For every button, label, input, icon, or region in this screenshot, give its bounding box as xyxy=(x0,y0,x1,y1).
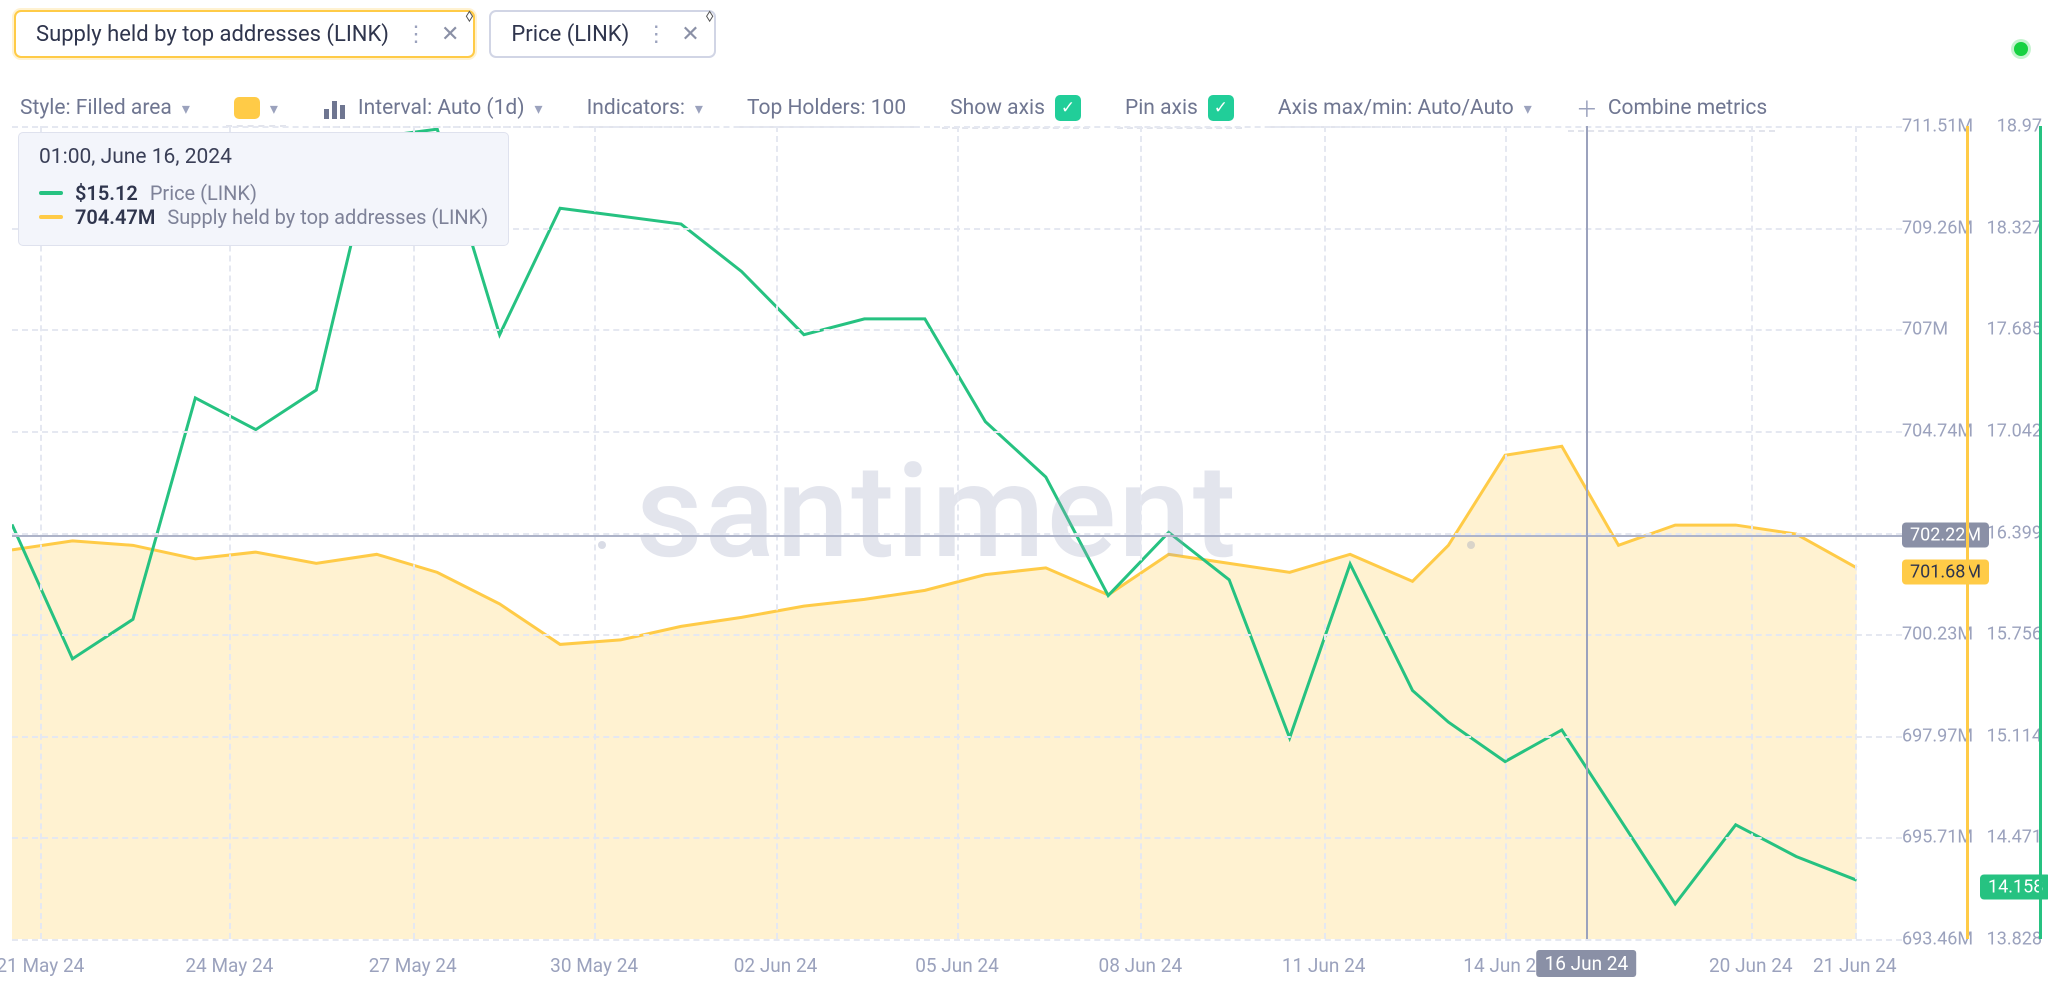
y-tick-right: 17.685 xyxy=(1987,319,2042,340)
chevron-down-icon: ▾ xyxy=(535,99,543,118)
y-tick-left: 700.23M xyxy=(1902,624,1973,645)
x-tick-label: 05 Jun 24 xyxy=(915,954,999,977)
pin-axis-label: Pin axis xyxy=(1125,96,1198,120)
y-tick-left: 711.51M xyxy=(1902,116,1973,137)
y-tick-left: 693.46M xyxy=(1902,929,1973,950)
ethereum-icon: ⬨ xyxy=(457,4,481,28)
plus-icon: ＋ xyxy=(1576,92,1598,124)
top-holders-label: Top Holders: 100 xyxy=(747,96,906,120)
axis-value-marker: 14.158 xyxy=(1980,874,2048,899)
x-tick-label: 21 Jun 24 xyxy=(1813,954,1897,977)
interval-dropdown[interactable]: Interval: Auto (1d) ▾ xyxy=(314,90,551,128)
tooltip-value: $15.12 xyxy=(75,181,138,205)
metric-pill-label: Supply held by top addresses (LINK) xyxy=(36,22,389,47)
y-tick-right: 15.756 xyxy=(1987,624,2042,645)
x-tick-label: 02 Jun 24 xyxy=(734,954,818,977)
y-tick-right: 18.97 xyxy=(1997,116,2042,137)
close-icon[interactable]: ✕ xyxy=(441,22,459,47)
x-tick-label: 30 May 24 xyxy=(550,954,638,977)
tooltip-timestamp: 01:00, June 16, 2024 xyxy=(39,145,488,169)
metric-pill-price[interactable]: Price (LINK) ⋮ ✕ ⬨ xyxy=(489,10,715,58)
y-tick-left: 707M xyxy=(1902,319,1948,340)
tooltip-series-name: Supply held by top addresses (LINK) xyxy=(167,205,488,229)
tooltip-series-name: Price (LINK) xyxy=(150,181,257,205)
indicators-dropdown[interactable]: Indicators: ▾ xyxy=(579,90,711,128)
chevron-down-icon: ▾ xyxy=(182,99,190,118)
bars-icon xyxy=(322,97,348,119)
combine-label: Combine metrics xyxy=(1608,96,1767,120)
x-tick-label: 20 Jun 24 xyxy=(1709,954,1793,977)
axis-value-marker: 702.22M xyxy=(1902,522,1989,547)
y-tick-right: 18.327 xyxy=(1987,217,2042,238)
x-tick-label: 21 May 24 xyxy=(0,954,84,977)
y-tick-left: 704.74M xyxy=(1902,420,1973,441)
chart-cursor-line xyxy=(1586,126,1588,939)
top-holders-control[interactable]: Top Holders: 100 xyxy=(739,90,914,128)
legend-dash-icon xyxy=(39,191,63,195)
chart-plot-area[interactable]: santiment xyxy=(12,126,1902,939)
axis-maxmin-dropdown[interactable]: Axis max/min: Auto/Auto ▾ xyxy=(1270,90,1540,128)
chart-frame: santiment 711.51M18.97709.26M18.327707M1… xyxy=(12,126,2042,977)
y-tick-right: 15.114 xyxy=(1987,725,2042,746)
y-tick-right: 13.828 xyxy=(1987,929,2042,950)
x-tick-label: 24 May 24 xyxy=(185,954,273,977)
show-axis-toggle[interactable]: Show axis ✓ xyxy=(942,89,1089,129)
connection-status-indicator xyxy=(2014,42,2028,56)
tooltip-value: 704.47M xyxy=(75,205,155,229)
y-tick-left: 695.71M xyxy=(1902,827,1973,848)
x-axis-bottom: 21 May 2424 May 2427 May 2430 May 2402 J… xyxy=(12,939,1902,977)
chevron-down-icon: ▾ xyxy=(1524,99,1532,118)
y-axis-right: 711.51M18.97709.26M18.327707M17.685704.7… xyxy=(1902,126,2042,939)
axis-value-marker: 701.68M xyxy=(1902,559,1989,584)
y-tick-right: 17.042 xyxy=(1987,420,2042,441)
x-tick-label: 11 Jun 24 xyxy=(1282,954,1366,977)
interval-label: Interval: Auto (1d) xyxy=(358,96,525,120)
check-icon: ✓ xyxy=(1055,95,1081,121)
legend-dash-icon xyxy=(39,215,63,219)
x-tick-label: 27 May 24 xyxy=(369,954,457,977)
show-axis-label: Show axis xyxy=(950,96,1045,120)
style-dropdown[interactable]: Style: Filled area ▾ xyxy=(12,90,198,128)
ethereum-icon: ⬨ xyxy=(698,4,722,28)
y-tick-right: 16.399 xyxy=(1987,522,2042,543)
close-icon[interactable]: ✕ xyxy=(681,22,699,47)
x-cursor-badge: 16 Jun 24 xyxy=(1537,950,1637,977)
indicators-label: Indicators: xyxy=(587,96,685,120)
kebab-icon[interactable]: ⋮ xyxy=(645,22,665,47)
metric-pill-label: Price (LINK) xyxy=(511,22,629,47)
y-tick-right: 14.471 xyxy=(1987,827,2042,848)
chart-tooltip: 01:00, June 16, 2024 $15.12 Price (LINK)… xyxy=(18,132,509,246)
metric-pill-supply[interactable]: Supply held by top addresses (LINK) ⋮ ✕ … xyxy=(14,10,475,58)
color-swatch xyxy=(234,97,260,119)
axis-maxmin-label: Axis max/min: Auto/Auto xyxy=(1278,96,1514,120)
series-color-swatch[interactable]: ▾ xyxy=(226,91,286,127)
x-tick-label: 14 Jun 24 xyxy=(1463,954,1547,977)
check-icon: ✓ xyxy=(1208,95,1234,121)
y-tick-left: 709.26M xyxy=(1902,217,1973,238)
kebab-icon[interactable]: ⋮ xyxy=(405,22,425,47)
x-tick-label: 08 Jun 24 xyxy=(1099,954,1183,977)
y-tick-left: 697.97M xyxy=(1902,725,1973,746)
pin-axis-toggle[interactable]: Pin axis ✓ xyxy=(1117,89,1242,129)
chevron-down-icon: ▾ xyxy=(695,99,703,118)
style-label: Style: Filled area xyxy=(20,96,172,120)
chevron-down-icon: ▾ xyxy=(270,99,278,118)
